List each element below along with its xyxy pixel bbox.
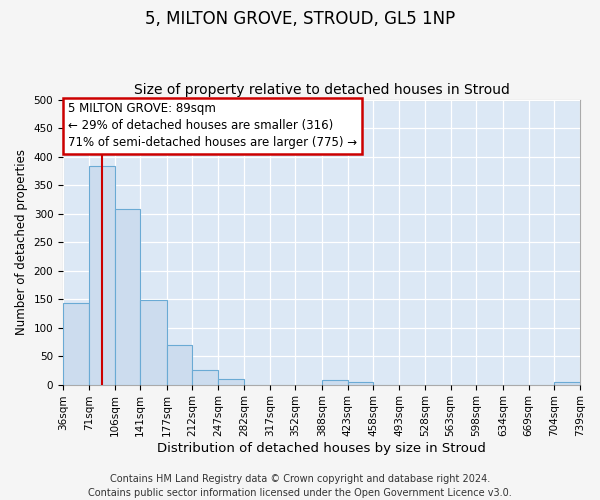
- Title: Size of property relative to detached houses in Stroud: Size of property relative to detached ho…: [134, 83, 509, 97]
- Bar: [115, 209, 140, 384]
- Text: Contains HM Land Registry data © Crown copyright and database right 2024.
Contai: Contains HM Land Registry data © Crown c…: [88, 474, 512, 498]
- Bar: [322, 380, 347, 384]
- Bar: [554, 382, 580, 384]
- Text: 5, MILTON GROVE, STROUD, GL5 1NP: 5, MILTON GROVE, STROUD, GL5 1NP: [145, 10, 455, 28]
- Bar: [140, 300, 167, 384]
- X-axis label: Distribution of detached houses by size in Stroud: Distribution of detached houses by size …: [157, 442, 486, 455]
- Bar: [167, 344, 193, 385]
- Bar: [89, 166, 115, 384]
- Text: 5 MILTON GROVE: 89sqm
← 29% of detached houses are smaller (316)
71% of semi-det: 5 MILTON GROVE: 89sqm ← 29% of detached …: [68, 102, 358, 150]
- Bar: [347, 382, 373, 384]
- Y-axis label: Number of detached properties: Number of detached properties: [15, 149, 28, 335]
- Bar: [63, 303, 89, 384]
- Bar: [218, 379, 244, 384]
- Bar: [193, 370, 218, 384]
